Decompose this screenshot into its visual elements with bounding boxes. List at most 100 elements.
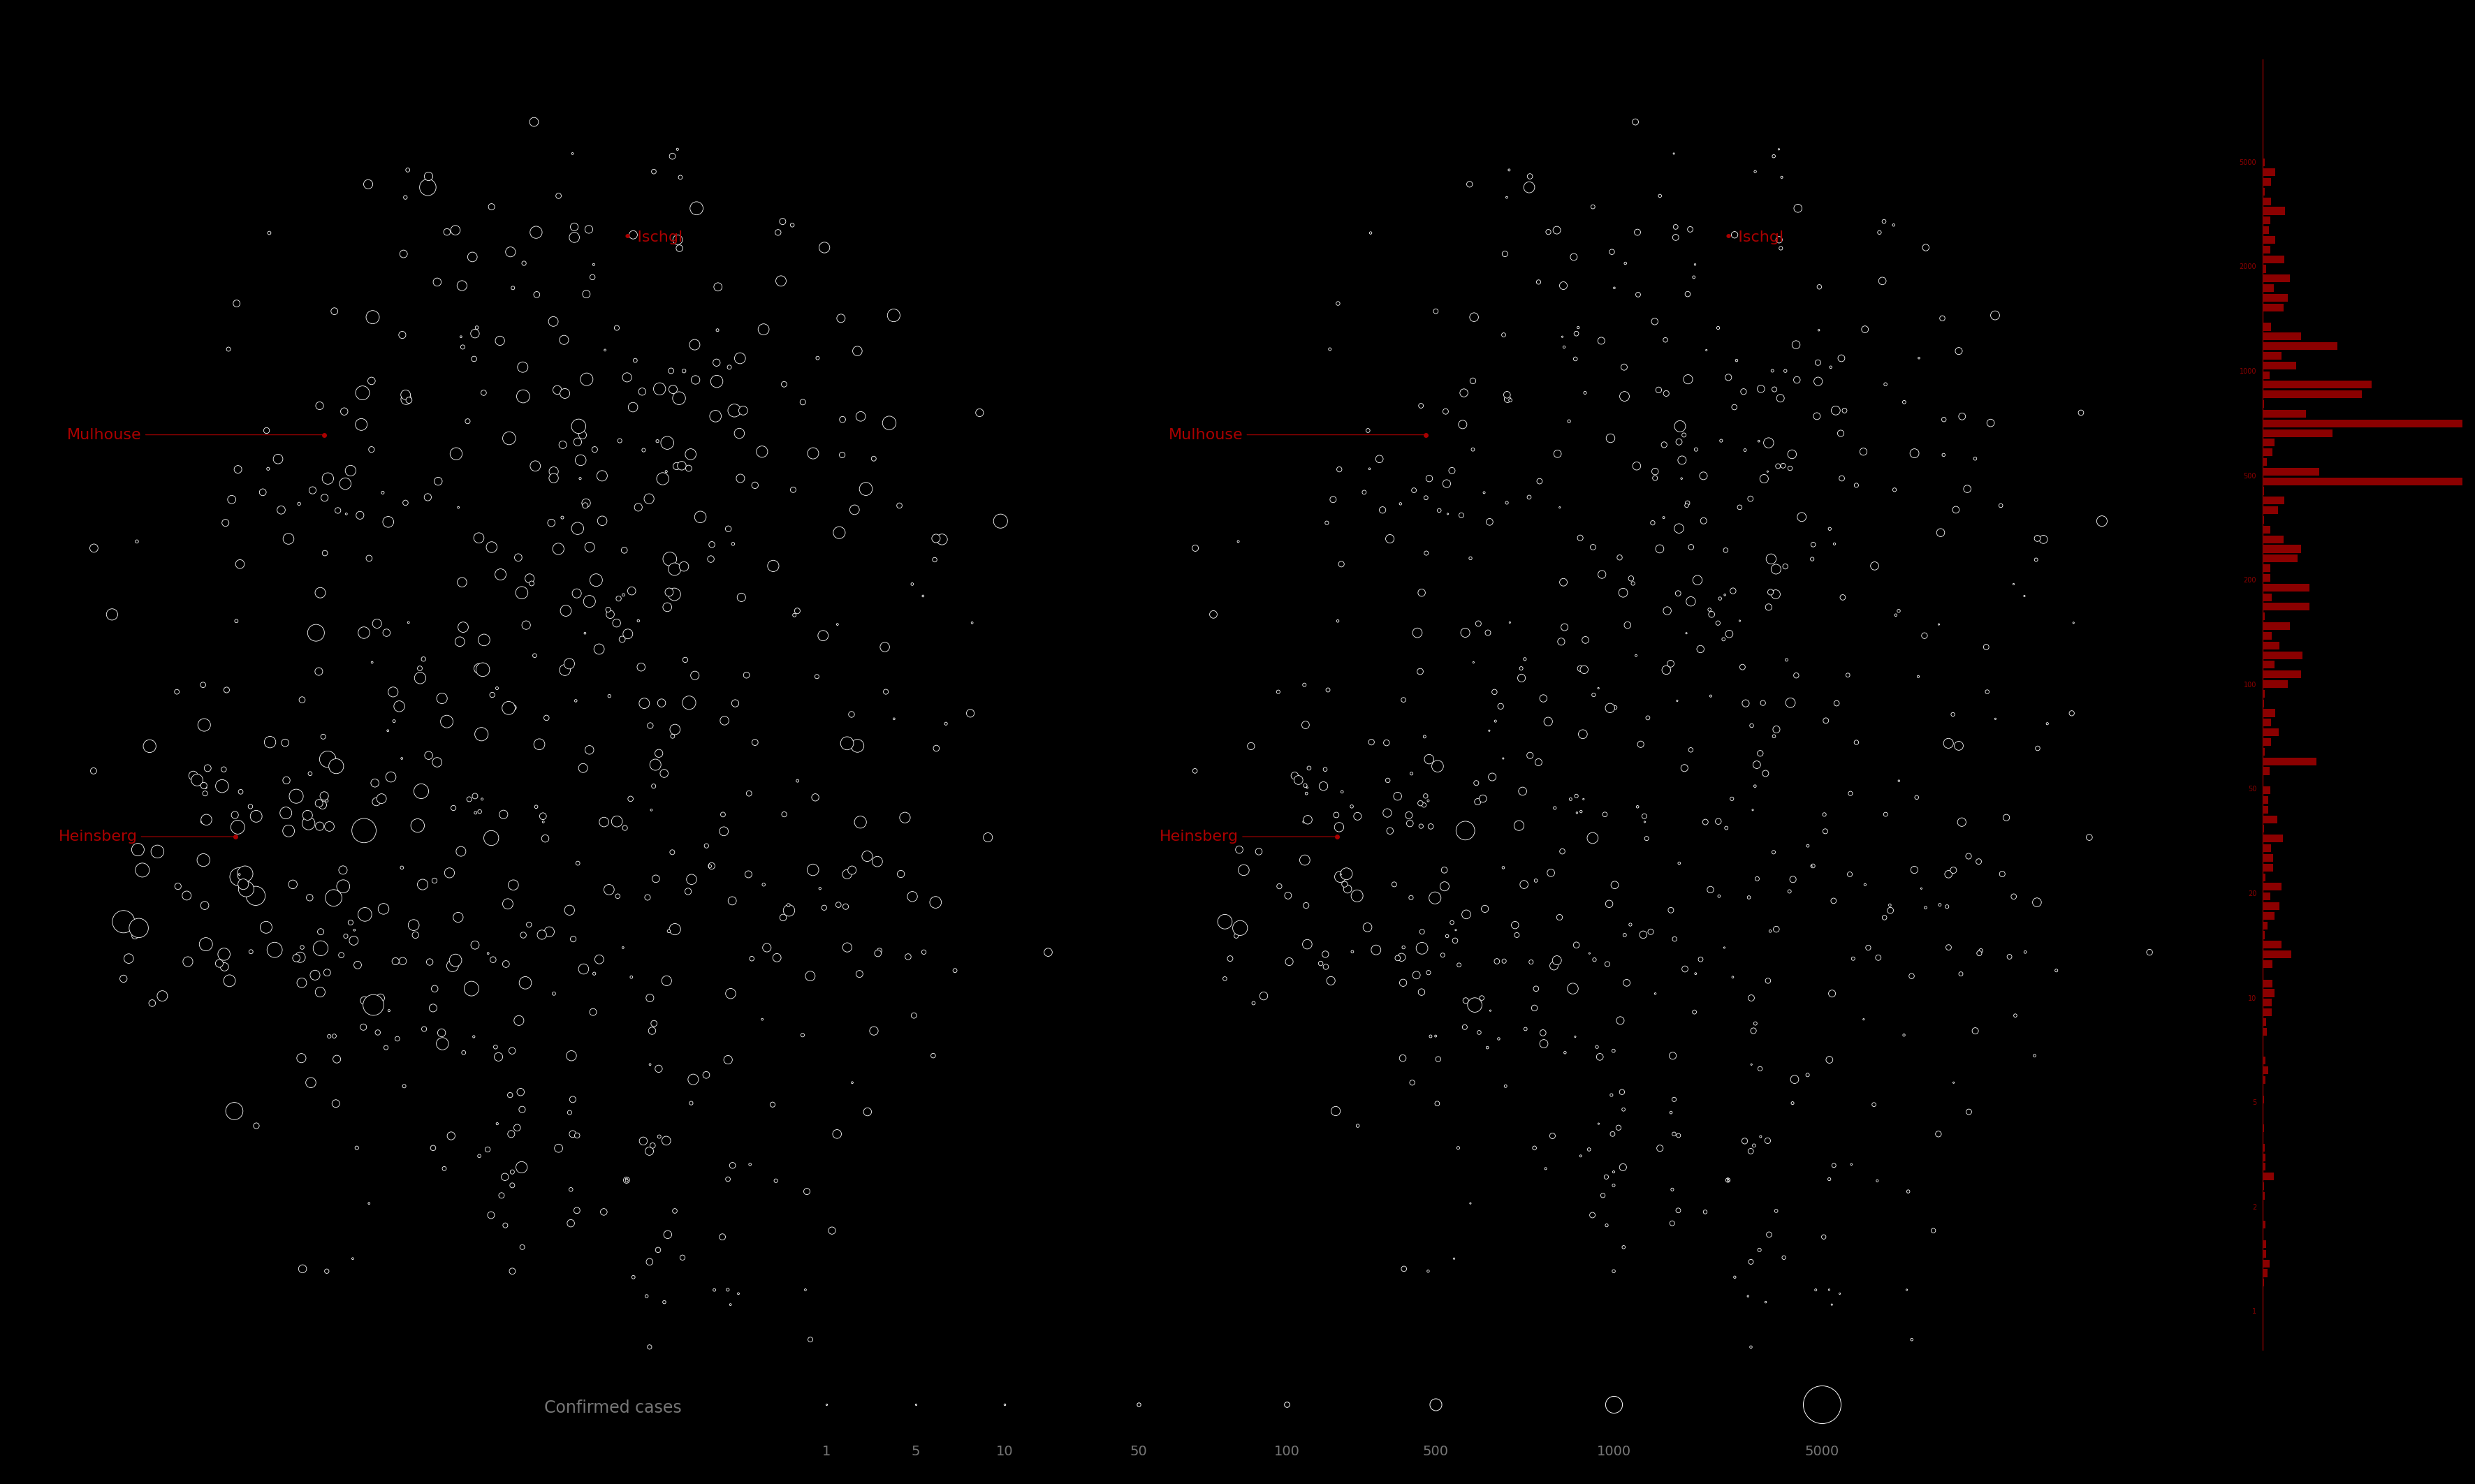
- Point: [785, 1278, 824, 1301]
- Point: [178, 769, 218, 792]
- Point: [1463, 987, 1502, 1011]
- Bar: [2262, 834, 2282, 843]
- Point: [1349, 457, 1388, 481]
- Point: [1921, 893, 1960, 917]
- Point: [465, 628, 505, 651]
- Point: [2052, 702, 2091, 726]
- Point: [552, 1122, 592, 1146]
- Point: [218, 291, 257, 315]
- Point: [1728, 1284, 1767, 1307]
- Point: [1995, 1003, 2034, 1027]
- Point: [715, 692, 755, 715]
- Point: [1943, 405, 1982, 429]
- Point: [557, 1123, 596, 1147]
- Point: [1384, 689, 1423, 712]
- Point: [1351, 221, 1391, 245]
- Point: [490, 426, 530, 450]
- Point: [1809, 516, 1849, 540]
- Point: [272, 873, 312, 896]
- Point: [1554, 1025, 1594, 1049]
- Point: [1408, 789, 1448, 813]
- Point: [235, 804, 275, 828]
- Point: [1616, 110, 1656, 134]
- Point: [314, 300, 354, 324]
- Point: [396, 923, 436, 947]
- Point: [438, 496, 478, 519]
- Point: [1205, 910, 1245, 933]
- Point: [497, 546, 537, 570]
- Point: [1708, 1168, 1747, 1192]
- Point: [455, 933, 495, 957]
- Point: [389, 610, 428, 634]
- Point: [366, 1036, 406, 1060]
- Point: [1723, 654, 1762, 678]
- Point: [596, 316, 636, 340]
- Point: [220, 552, 260, 576]
- Point: [624, 438, 663, 462]
- Point: [604, 936, 644, 960]
- Point: [1616, 644, 1656, 668]
- Point: [292, 1071, 332, 1095]
- Point: [361, 787, 401, 810]
- Point: [1876, 603, 1916, 626]
- Point: [1804, 803, 1844, 827]
- Point: [646, 1129, 686, 1153]
- Point: [225, 877, 265, 901]
- Point: [549, 651, 589, 675]
- Point: [827, 862, 866, 886]
- Point: [1475, 709, 1515, 733]
- Point: [344, 902, 384, 926]
- Point: [636, 867, 676, 890]
- Bar: [2262, 941, 2282, 948]
- Point: [604, 583, 644, 607]
- Bar: [2262, 1221, 2265, 1229]
- Point: [1485, 950, 1525, 974]
- Point: [1393, 478, 1433, 502]
- Point: [1713, 579, 1752, 603]
- Bar: [2262, 285, 2275, 292]
- Point: [889, 945, 928, 969]
- Point: [1658, 1199, 1698, 1223]
- Point: [577, 568, 616, 592]
- Point: [379, 1027, 418, 1051]
- Point: [1510, 485, 1549, 509]
- Point: [1406, 784, 1445, 807]
- Point: [574, 962, 614, 985]
- Point: [1544, 616, 1584, 640]
- Point: [960, 401, 1000, 424]
- Bar: [2262, 632, 2272, 640]
- Point: [1708, 1168, 1747, 1192]
- Point: [1465, 896, 1505, 920]
- Bar: [2262, 951, 2292, 959]
- Point: [742, 1008, 782, 1031]
- Point: [1401, 393, 1440, 417]
- Point: [631, 1020, 671, 1043]
- Point: [1574, 683, 1614, 706]
- Point: [1906, 896, 1945, 920]
- Point: [502, 923, 542, 947]
- Point: [698, 350, 738, 374]
- Point: [2054, 611, 2094, 635]
- Point: [1534, 795, 1574, 819]
- Point: [327, 472, 366, 496]
- Point: [1651, 1101, 1690, 1125]
- Point: [2037, 959, 2077, 982]
- Point: [1398, 620, 1438, 644]
- Point: [1586, 1214, 1626, 1238]
- Point: [220, 781, 260, 804]
- Point: [1730, 886, 1770, 910]
- Point: [354, 306, 394, 329]
- Point: [742, 439, 782, 463]
- Point: [794, 441, 834, 464]
- Point: [1685, 810, 1725, 834]
- Point: [629, 1250, 668, 1273]
- Point: [893, 1003, 933, 1027]
- Point: [1534, 954, 1574, 978]
- Point: [557, 1199, 596, 1223]
- Point: [624, 692, 663, 715]
- Point: [1725, 692, 1765, 715]
- Point: [1960, 941, 2000, 965]
- Point: [1594, 1260, 1634, 1284]
- Point: [648, 919, 688, 942]
- Point: [203, 757, 243, 781]
